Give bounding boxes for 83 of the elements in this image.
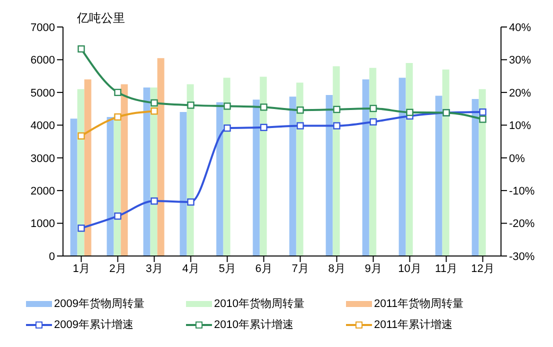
bar <box>362 79 370 256</box>
point <box>296 122 304 130</box>
x-tick-label: 5月 <box>218 262 236 275</box>
y-tick-label: 1000 <box>30 218 55 230</box>
point <box>296 106 304 114</box>
x-tick-label: 9月 <box>364 262 382 275</box>
bar <box>332 66 340 256</box>
bar <box>478 89 486 256</box>
point <box>224 124 231 132</box>
y-axis-title: 亿吨公里 <box>77 10 125 27</box>
y2-tick-label: 20% <box>509 87 532 100</box>
x-tick-label: 2月 <box>109 262 126 275</box>
point <box>114 212 122 220</box>
bar <box>289 96 296 256</box>
y-tick-label: 7000 <box>30 22 55 34</box>
legend-label: 2010年货物周转量 <box>214 297 304 311</box>
bar <box>369 68 376 256</box>
y-tick-label: 3000 <box>30 152 55 165</box>
legend-label: 2010年累计增速 <box>214 318 294 332</box>
bar <box>435 96 442 256</box>
bar <box>260 76 267 256</box>
bar <box>216 102 224 256</box>
point <box>260 104 268 111</box>
y2-tick-label: 30% <box>509 54 532 67</box>
y-tick-label: 2000 <box>30 185 55 198</box>
bar <box>296 82 304 256</box>
x-tick-label: 11月 <box>435 262 458 275</box>
point <box>150 99 158 106</box>
x-tick-label: 3月 <box>146 262 163 275</box>
point <box>370 118 377 126</box>
point <box>260 124 268 132</box>
bar <box>472 98 479 256</box>
point <box>333 122 340 130</box>
y2-tick-label: -30% <box>509 250 535 263</box>
y2-tick-label: 0% <box>509 152 526 165</box>
legend-label: 2009年累计增速 <box>54 318 134 332</box>
bar <box>442 70 450 256</box>
point <box>114 113 122 121</box>
bar <box>398 78 406 256</box>
y2-tick-label: 10% <box>509 120 532 132</box>
bar <box>84 79 92 256</box>
y-tick-label: 0 <box>48 250 55 263</box>
y2-tick-label: 40% <box>509 22 532 34</box>
point <box>78 132 85 140</box>
bar <box>326 95 333 256</box>
bar <box>186 84 194 256</box>
x-tick-label: 4月 <box>182 262 200 275</box>
x-tick-label: 1月 <box>72 262 90 275</box>
point <box>333 106 340 114</box>
point <box>187 198 194 206</box>
bar <box>180 112 187 256</box>
point <box>114 88 122 96</box>
bar <box>120 84 128 256</box>
point <box>370 104 377 112</box>
point <box>187 102 194 109</box>
bar <box>70 118 78 256</box>
bar <box>223 78 230 256</box>
x-tick-label: 12月 <box>471 262 494 275</box>
point <box>224 102 231 110</box>
point <box>150 197 158 205</box>
point <box>406 108 414 116</box>
point <box>78 224 85 232</box>
point <box>479 116 486 123</box>
x-tick-label: 7月 <box>292 262 309 275</box>
x-tick-label: 8月 <box>328 262 346 275</box>
bar <box>252 100 260 256</box>
legend-label: 2009年货物周转量 <box>54 297 144 311</box>
y-tick-label: 4000 <box>30 120 55 132</box>
x-tick-label: 6月 <box>255 262 272 275</box>
y-tick-label: 5000 <box>30 87 55 100</box>
point <box>78 45 85 53</box>
point <box>150 107 158 115</box>
legend-label: 2011年累计增速 <box>374 318 453 332</box>
bar <box>143 88 150 256</box>
x-tick-label: 10月 <box>398 262 422 275</box>
bar <box>106 116 114 256</box>
y2-tick-label: -10% <box>509 185 535 198</box>
legend-label: 2011年货物周转量 <box>374 297 464 311</box>
bar <box>406 62 413 256</box>
y2-tick-label: -20% <box>509 218 535 230</box>
y-tick-label: 6000 <box>30 54 55 67</box>
point <box>479 108 486 116</box>
bar <box>157 58 164 256</box>
